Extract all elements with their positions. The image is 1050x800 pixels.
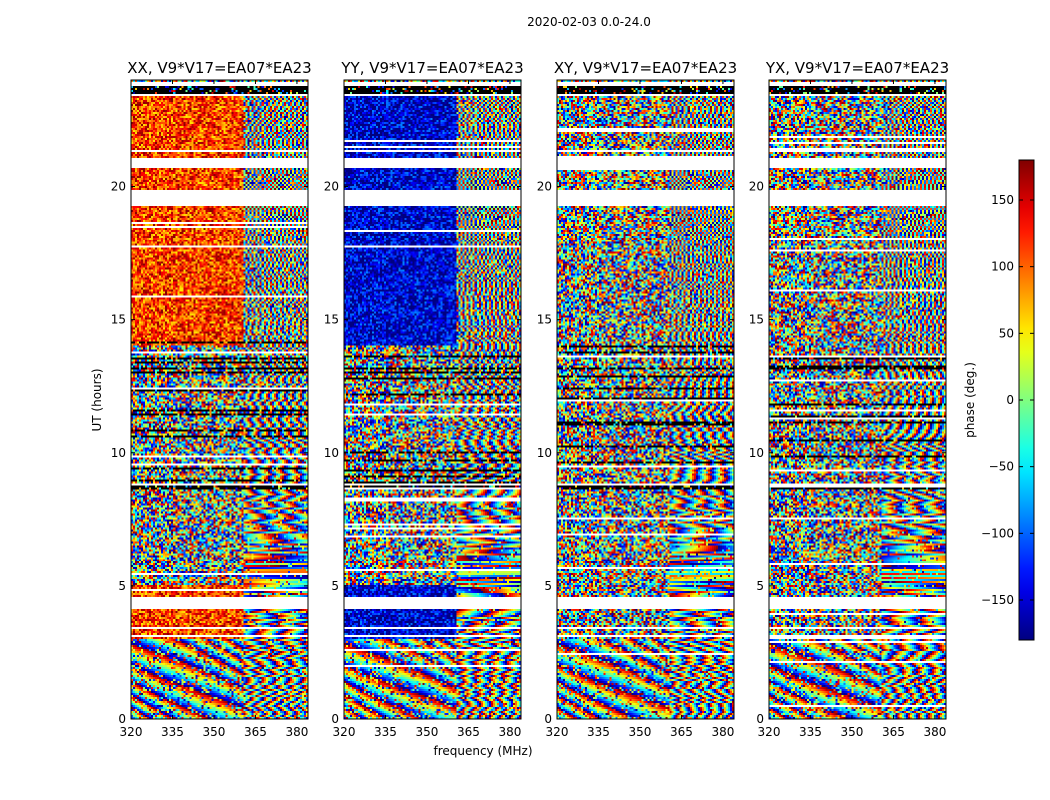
panel-title: XX, V9*V17=EA07*EA23 (127, 59, 311, 77)
colorbar-tick-label: −100 (981, 526, 1014, 540)
panel-title: YX, V9*V17=EA07*EA23 (765, 59, 949, 77)
y-tick-label: 15 (111, 313, 126, 327)
y-tick-label: 10 (111, 446, 126, 460)
phase-heatmap (557, 80, 734, 719)
y-tick-label: 0 (756, 712, 764, 726)
panel: YX, V9*V17=EA07*EA23 320 335 350 365 380 0 5 10 1… (749, 59, 949, 739)
colorbar-tick-label: 50 (999, 326, 1014, 340)
y-tick-label: 20 (324, 180, 339, 194)
x-tick-label: 320 (546, 725, 569, 739)
y-tick-label: 5 (756, 579, 764, 593)
panels-group: XX, V9*V17=EA07*EA23 320 335 350 365 380 0 5 10 1… (111, 59, 949, 739)
y-tick-label: 10 (324, 446, 339, 460)
phase-heatmap (344, 80, 521, 719)
colorbar-tick-label: −50 (989, 460, 1014, 474)
phase-heatmap (769, 80, 946, 719)
y-tick-label: 0 (544, 712, 552, 726)
x-tick-label: 335 (161, 725, 184, 739)
x-tick-label: 365 (457, 725, 480, 739)
x-tick-label: 335 (799, 725, 822, 739)
panel-frame (343, 79, 522, 720)
x-tick-label: 350 (629, 725, 652, 739)
x-tick-label: 380 (285, 725, 308, 739)
panel: XY, V9*V17=EA07*EA23 320 335 350 365 380 0 5 10 1… (537, 59, 737, 739)
y-tick-label: 0 (331, 712, 339, 726)
y-tick-label: 10 (537, 446, 552, 460)
colorbar-tick-label: 150 (991, 193, 1014, 207)
y-tick-label: 10 (749, 446, 764, 460)
phase-heatmap (131, 80, 308, 719)
y-axis-label: UT (hours) (90, 368, 104, 431)
y-tick-label: 20 (749, 180, 764, 194)
colorbar-tick-label: 100 (991, 260, 1014, 274)
x-tick-label: 335 (587, 725, 610, 739)
panel-title: XY, V9*V17=EA07*EA23 (554, 59, 737, 77)
x-tick-label: 365 (882, 725, 905, 739)
x-tick-label: 350 (203, 725, 226, 739)
figure-suptitle: 2020-02-03 0.0-24.0 (527, 15, 651, 29)
colorbar-tick-label: −150 (981, 593, 1014, 607)
x-tick-label: 365 (670, 725, 693, 739)
y-tick-label: 5 (544, 579, 552, 593)
y-tick-label: 20 (111, 180, 126, 194)
x-tick-label: 380 (498, 725, 521, 739)
x-tick-label: 335 (374, 725, 397, 739)
x-tick-label: 380 (711, 725, 734, 739)
colorbar-tick-label: 0 (1006, 393, 1014, 407)
x-tick-label: 320 (333, 725, 356, 739)
x-tick-label: 350 (416, 725, 439, 739)
panel-title: YY, V9*V17=EA07*EA23 (340, 59, 523, 77)
x-tick-label: 380 (923, 725, 946, 739)
x-tick-label: 350 (841, 725, 864, 739)
panel-frame (130, 79, 309, 720)
colorbar-label: phase (deg.) (963, 362, 977, 438)
colorbar: 150 100 50 0 −50 −100 −150 (981, 159, 1035, 641)
panel-frame (556, 79, 735, 720)
y-tick-label: 20 (537, 180, 552, 194)
y-tick-label: 5 (118, 579, 126, 593)
y-tick-label: 15 (537, 313, 552, 327)
y-tick-label: 0 (118, 712, 126, 726)
y-tick-label: 5 (331, 579, 339, 593)
panel: YY, V9*V17=EA07*EA23 320 335 350 365 380 0 5 10 1… (324, 59, 524, 739)
y-tick-label: 15 (324, 313, 339, 327)
panel-frame (768, 79, 947, 720)
x-tick-label: 320 (120, 725, 143, 739)
y-tick-label: 15 (749, 313, 764, 327)
x-tick-label: 365 (244, 725, 267, 739)
x-tick-label: 320 (758, 725, 781, 739)
panel: XX, V9*V17=EA07*EA23 320 335 350 365 380 0 5 10 1… (111, 59, 312, 739)
x-axis-label: frequency (MHz) (433, 744, 532, 758)
